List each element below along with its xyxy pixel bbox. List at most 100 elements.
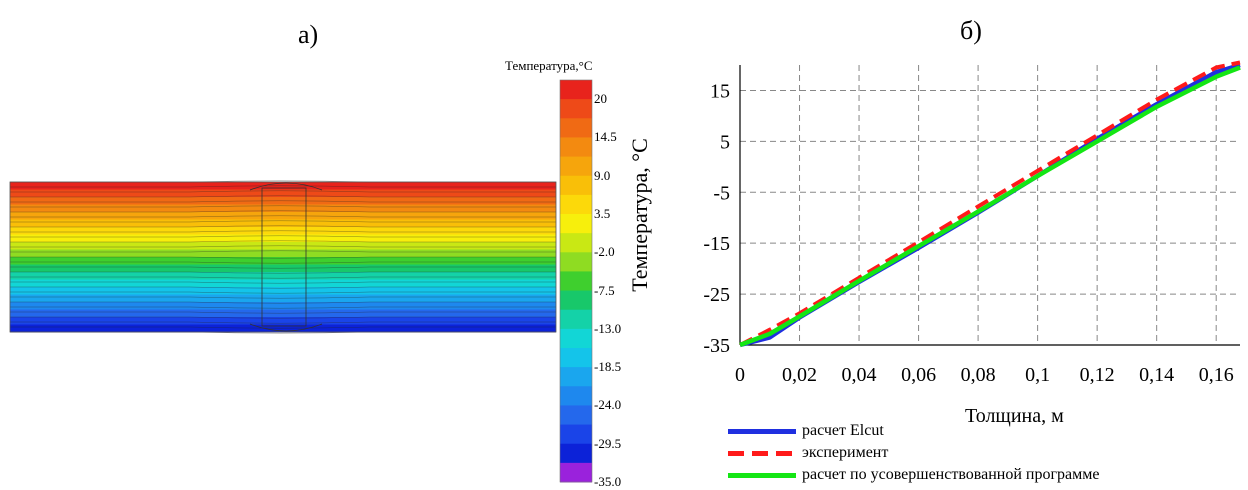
- colorbar-tick-label: -35.0: [594, 474, 622, 489]
- y-tick-label: -15: [703, 233, 730, 255]
- colorbar-tick-label: -13.0: [594, 320, 622, 336]
- field-band: [10, 189, 556, 198]
- isotherm-line: [10, 271, 556, 274]
- colorbar-tick-label: -24.0: [594, 397, 622, 413]
- colorbar-swatch: [560, 214, 592, 234]
- x-tick-label: 0,08: [961, 364, 996, 386]
- y-axis-label: Температура, °С: [627, 138, 652, 292]
- isotherm-line: [10, 185, 556, 188]
- isotherm-line: [10, 296, 556, 299]
- isotherm-line: [10, 321, 556, 324]
- x-tick-label: 0: [735, 364, 745, 386]
- insert-arc-bottom: [249, 323, 323, 332]
- legend-swatch-red-dashed: [728, 450, 796, 456]
- legend-swatch-blue: [728, 428, 796, 434]
- panel-label-b: б): [960, 16, 982, 45]
- field-band: [10, 279, 556, 288]
- insert-outline: [261, 187, 307, 327]
- y-tick-label: 5: [720, 131, 730, 153]
- isotherm-line: [10, 266, 556, 269]
- isotherm-line: [10, 281, 556, 284]
- chart-series: [739, 60, 1241, 348]
- isotherm-line: [10, 250, 556, 253]
- isotherm-line: [10, 190, 556, 193]
- colorbar-tick-label: 3.5: [594, 206, 611, 221]
- chart-axes: [739, 65, 1240, 346]
- isotherm-line: [10, 326, 556, 329]
- legend-label: расчет по усовершенствованной программе: [802, 466, 1100, 483]
- colorbar-swatch: [560, 271, 592, 292]
- y-tick-label: -35: [703, 335, 730, 357]
- field-band: [10, 294, 556, 303]
- y-tick-label: 15: [710, 80, 730, 102]
- x-tick-label: 0,04: [842, 364, 877, 386]
- colorbar-tick-label: -29.5: [594, 435, 622, 451]
- isotherm-line: [10, 225, 556, 228]
- isotherm-line: [10, 301, 556, 304]
- isotherm-line: [10, 220, 556, 223]
- colorbar-tick-label: -2.0: [594, 244, 615, 260]
- isotherm-line: [10, 235, 556, 238]
- field-band: [10, 309, 556, 318]
- isotherm-line: [10, 210, 556, 213]
- isotherm-line: [10, 215, 556, 218]
- isotherm-line: [10, 200, 556, 203]
- insert-arc-top: [249, 182, 323, 191]
- legend-item-improved: расчет по усовершенствованной программе: [728, 464, 1099, 486]
- isotherm-line: [10, 195, 556, 198]
- colorbar-swatch: [560, 443, 592, 464]
- colorbar-swatch: [560, 137, 592, 158]
- colorbar-swatch: [560, 405, 592, 426]
- chart-tick-labels: 0 0,02 0,04 0,06 0,08 0,1 0,12 0,14 0,16 15 5 -5 -15…: [703, 80, 1233, 386]
- x-tick-label: 0,16: [1199, 364, 1234, 386]
- colorbar-swatch: [560, 462, 592, 483]
- colorbar-swatch: [560, 328, 592, 349]
- isotherm-line: [10, 256, 556, 259]
- colorbar-swatch: [560, 175, 592, 196]
- field-band: [10, 264, 556, 273]
- x-tick-label: 0,14: [1139, 364, 1174, 386]
- colorbar-title: Температура,°С: [505, 58, 593, 73]
- isotherm-line: [10, 205, 556, 208]
- legend-item-elcut: расчет Elcut: [728, 420, 1099, 442]
- colorbar-swatch: [560, 156, 592, 177]
- colorbar-swatch: [560, 194, 592, 215]
- field-band: [10, 249, 556, 258]
- colorbar-tick-label: -7.5: [594, 282, 615, 298]
- colorbar-tick-label: 9.0: [594, 167, 611, 183]
- colorbar-swatch: [560, 80, 592, 100]
- series-line: [739, 65, 1241, 348]
- legend-label: эксперимент: [802, 444, 889, 461]
- colorbar-tick-label: 14.5: [594, 129, 617, 145]
- field-band: [10, 204, 556, 213]
- isotherm-line: [10, 306, 556, 309]
- x-tick-label: 0,1: [1025, 364, 1050, 386]
- x-tick-label: 0,02: [782, 364, 817, 386]
- colorbar-border: [559, 79, 593, 483]
- isotherm-line: [10, 291, 556, 294]
- colorbar-swatch: [560, 348, 592, 368]
- isotherm-line: [10, 261, 556, 264]
- chart-legend: расчет Elcut эксперимент расчет по усове…: [728, 420, 1099, 486]
- isotherm-line: [10, 240, 556, 243]
- isotherm-line: [10, 276, 556, 279]
- field-band: [10, 234, 556, 243]
- x-tick-label: 0,12: [1080, 364, 1115, 386]
- field-border: [9, 181, 557, 333]
- colorbar-tick-label: 20: [594, 91, 607, 107]
- colorbar-swatch: [560, 367, 592, 387]
- isotherms: [9, 180, 557, 334]
- legend-item-experiment: эксперимент: [728, 442, 1099, 464]
- field-band: [10, 287, 556, 295]
- colorbar-swatch: [560, 386, 592, 406]
- colorbar-swatch: [560, 99, 592, 119]
- field-band: [10, 317, 556, 325]
- isotherm-line: [10, 230, 556, 233]
- colorbar-swatch: [560, 309, 592, 330]
- colorbar-swatch: [560, 290, 592, 311]
- x-axis-label: Толщина, м: [965, 405, 1064, 427]
- field-band: [10, 219, 556, 228]
- series-line: [739, 60, 1241, 347]
- y-tick-label: -25: [703, 284, 730, 306]
